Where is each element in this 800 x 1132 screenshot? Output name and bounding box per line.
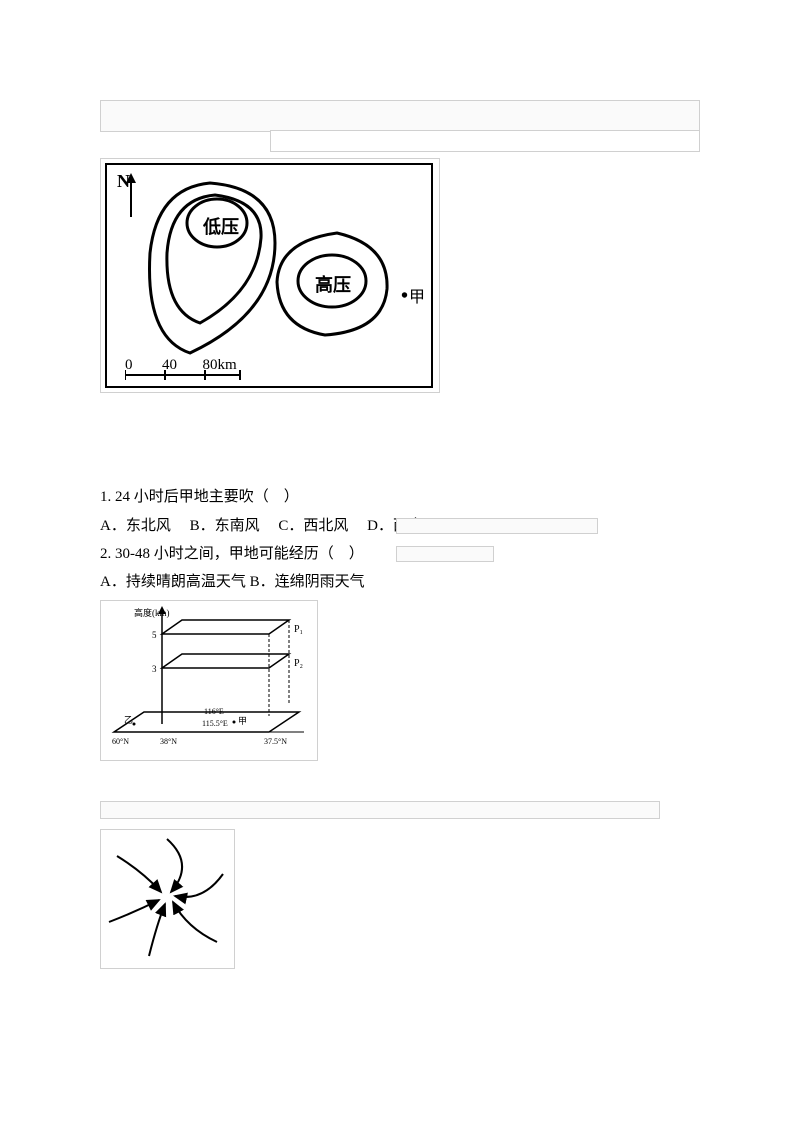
svg-text:37.5°N: 37.5°N	[264, 737, 287, 746]
svg-text:116°E: 116°E	[204, 707, 224, 716]
page-root: N 低压 高压 • 甲 0 40 80km	[0, 0, 800, 969]
point-jia-label: 甲	[409, 283, 425, 307]
q2-options: A．持续晴朗高温天气 B．连绵阴雨天气	[100, 568, 700, 597]
q2-opt-b: B．连绵阴雨天气	[250, 574, 365, 590]
q1-stem: 1. 24 小时后甲地主要吹（ ）	[100, 483, 700, 512]
map-scale-bar-icon	[125, 370, 243, 380]
svg-text:P₁: P₁	[294, 624, 303, 635]
pressure-map: N 低压 高压 • 甲 0 40 80km	[105, 163, 433, 388]
svg-text:115.5°E: 115.5°E	[202, 719, 228, 728]
svg-text:P₂: P₂	[294, 658, 303, 669]
q1-opt-b: B．东南风	[190, 518, 260, 534]
q2-stem: 2. 30-48 小时之间，甲地可能经历（ ）	[100, 546, 364, 562]
svg-text:60°N: 60°N	[112, 737, 129, 746]
svg-text:甲: 甲	[238, 716, 247, 726]
q1-opt-c: C．西北风	[278, 518, 348, 534]
question-box-sub	[270, 130, 700, 152]
spiral-container	[100, 829, 235, 969]
separator-box	[100, 801, 660, 819]
low-pressure-label: 低压	[203, 213, 239, 239]
spiral-diagram	[105, 834, 230, 959]
pressure-map-container: N 低压 高压 • 甲 0 40 80km	[100, 158, 440, 393]
svg-text:5: 5	[152, 630, 157, 640]
altitude-graph: 高度(km) 5 3 P₁ P₂ 116°E 115.5°E 60°N 38°N…	[104, 604, 314, 752]
q1-options: A．东北风 B．东南风 C．西北风 D．西南风	[100, 518, 438, 534]
high-pressure-label: 高压	[315, 271, 351, 297]
north-label: N	[117, 171, 130, 192]
question-box-top	[100, 100, 700, 132]
q1-opt-a: A．东北风	[100, 518, 171, 534]
point-jia-dot: •	[401, 285, 408, 308]
svg-text:乙: 乙	[124, 715, 133, 725]
svg-text:38°N: 38°N	[160, 737, 177, 746]
svg-text:3: 3	[152, 664, 157, 674]
underline-box-2	[396, 546, 494, 562]
underline-box-1	[396, 518, 598, 534]
alt-axis-label: 高度(km)	[134, 607, 170, 618]
q2-opt-a: A．持续晴朗高温天气	[100, 574, 246, 590]
questions-block: 1. 24 小时后甲地主要吹（ ） A．东北风 B．东南风 C．西北风 D．西南…	[100, 483, 700, 596]
altitude-graph-container: 高度(km) 5 3 P₁ P₂ 116°E 115.5°E 60°N 38°N…	[100, 600, 318, 761]
